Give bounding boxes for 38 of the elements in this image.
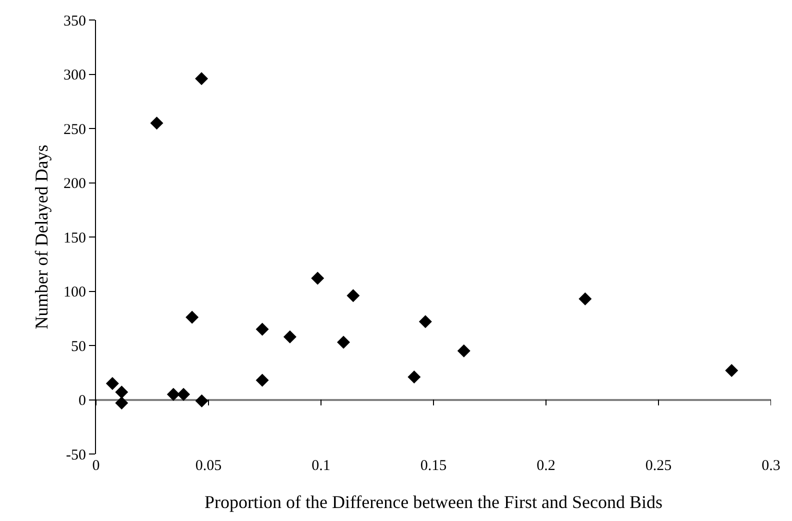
point — [408, 370, 421, 384]
y-tick-label: 150 — [64, 230, 86, 246]
x-tick-label: 0.25 — [645, 458, 672, 474]
point — [283, 330, 296, 344]
y-tick-label: 50 — [71, 338, 86, 355]
y-axis-title: Number of Delayed Days — [32, 144, 52, 330]
x-tick-label: 0.1 — [312, 458, 330, 474]
point — [106, 376, 119, 390]
x-axis-title: Proportion of the Difference between the First and Second Bids — [204, 492, 663, 512]
point — [346, 289, 360, 302]
point — [256, 374, 269, 387]
y-tick-label: 300 — [64, 68, 86, 84]
x-tick-label: 0.2 — [536, 458, 556, 474]
point — [115, 386, 128, 399]
point — [177, 388, 190, 401]
point — [195, 394, 208, 408]
point — [311, 272, 324, 285]
point — [115, 396, 128, 410]
point — [725, 364, 738, 377]
y-tick-label: 200 — [64, 176, 86, 192]
point — [186, 310, 199, 324]
y-tick-label: 100 — [64, 284, 86, 300]
x-tick-label: 0 — [92, 458, 100, 474]
y-tick-label: 0 — [78, 393, 86, 409]
point — [256, 322, 269, 336]
y-tick-label: -50 — [66, 447, 86, 464]
x-tick-label: 0.05 — [195, 458, 222, 474]
point — [166, 388, 180, 401]
point — [578, 292, 592, 306]
x-tick-label: 0.3 — [762, 458, 780, 474]
y-tick-label: 250 — [64, 122, 86, 138]
point — [457, 344, 470, 358]
point — [418, 315, 432, 328]
y-tick-label: 350 — [64, 13, 86, 30]
x-tick-label: 0.15 — [420, 458, 447, 474]
point — [337, 336, 350, 349]
point — [150, 116, 164, 130]
point — [195, 72, 208, 86]
